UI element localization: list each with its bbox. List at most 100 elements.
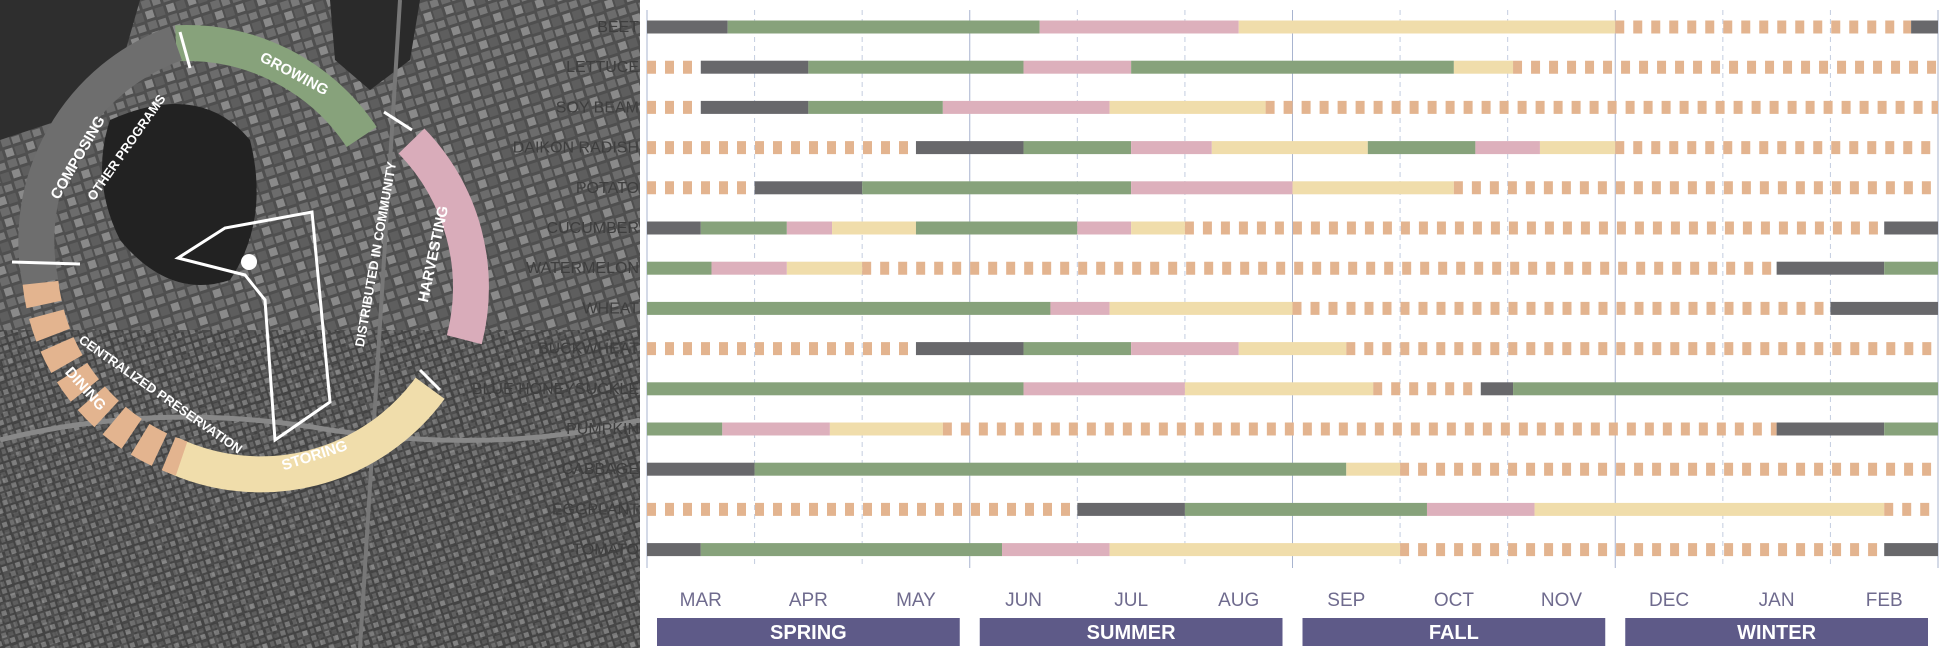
segment-growing [647,382,1024,396]
segment-prep [647,20,728,34]
segment-storing [1453,60,1514,74]
segment-growing [1184,502,1427,516]
segment-prep [1776,422,1885,436]
month-label: MAY [896,590,936,611]
segment-harvest [1023,60,1132,74]
crop-label: TOMATO [572,542,639,559]
segment-storing [1539,141,1616,155]
season-label: WINTER [1737,622,1816,644]
month-label: JUL [1114,590,1148,611]
crop-label: BEET [597,19,639,36]
segment-harvest [1475,141,1540,155]
month-label: DEC [1649,590,1689,611]
segment-growing [1884,261,1938,275]
segment-storing [1109,301,1293,315]
crop-label: POTATO [576,180,639,197]
crop-label: EGGPLANT [552,501,639,518]
segment-harvest [722,422,830,436]
segment-growing [808,100,943,114]
segment-prep [1911,20,1938,34]
segment-growing [647,301,1051,315]
segment-growing [1884,422,1938,436]
month-label: APR [789,590,828,611]
crop-label: WATERMELON [526,260,639,277]
segment-prep [647,543,701,557]
segment-storing [1109,100,1266,114]
segment-storing [829,422,943,436]
season-bar [979,618,1283,646]
segment-growing [700,221,787,235]
month-label: FEB [1866,590,1903,611]
segment-prep [754,181,863,195]
crop-label: BLUE HONEYSUCKLE [472,381,639,398]
segment-storing [1211,141,1368,155]
month-label: NOV [1541,590,1583,611]
segment-harvest [1039,20,1239,34]
segment-harvest [1426,502,1535,516]
season-bar [1302,618,1606,646]
segment-growing [1513,382,1938,396]
segment-prep [1884,221,1938,235]
crop-label: PUMPKIN [566,421,639,438]
segment-harvest [1077,221,1132,235]
segment-storing [1346,462,1401,476]
segment-prep [700,100,809,114]
segment-prep [1480,382,1514,396]
segment-growing [1023,342,1132,356]
month-label: JAN [1759,590,1795,611]
segment-prep [1077,502,1185,516]
segment-growing [727,20,1040,34]
segment-harvest [711,261,787,275]
segment-harvest [1050,301,1110,315]
segment-prep [647,221,701,235]
season-bar [1625,618,1928,646]
month-label: OCT [1434,590,1475,611]
segment-prep [915,342,1024,356]
segment-harvest [1023,382,1185,396]
segment-harvest [1131,181,1293,195]
segment-prep [1884,543,1938,557]
segment-prep [647,462,755,476]
season-label: SUMMER [1087,622,1176,644]
segment-growing [647,261,712,275]
segment-growing [754,462,1347,476]
crop-label: LETTUCE [566,59,639,76]
crop-label: CUCUMBER [547,220,639,237]
season-bar [657,618,960,646]
segment-prep [700,60,809,74]
crop-label: CABBAGE [562,461,639,478]
segment-prep [1776,261,1885,275]
season-label: FALL [1429,622,1479,644]
month-label: AUG [1218,590,1259,611]
segment-storing [1131,221,1185,235]
crop-label: SOY BEAM [556,99,639,116]
segment-storing [832,221,916,235]
segment-storing [1109,543,1401,557]
crop-label: BUCKWHEAT [538,341,639,358]
season-label: SPRING [770,622,847,644]
segment-growing [647,422,723,436]
segment-storing [1238,342,1347,356]
site-marker [241,254,257,270]
month-label: MAR [680,590,722,611]
crop-label: WHEAT [582,300,639,317]
segment-storing [1534,502,1885,516]
month-label: JUN [1005,590,1042,611]
segment-prep [1830,301,1938,315]
segment-growing [1023,141,1132,155]
segment-harvest [786,221,833,235]
segment-storing [1238,20,1616,34]
segment-growing [808,60,1024,74]
segment-growing [915,221,1078,235]
segment-growing [862,181,1132,195]
segment-harvest [1131,141,1212,155]
segment-harvest [942,100,1110,114]
segment-storing [786,261,863,275]
lifecycle-ring [11,25,489,493]
segment-growing [700,543,1003,557]
segment-prep [915,141,1024,155]
segment-harvest [1002,543,1110,557]
site-boundary [174,210,332,443]
segment-storing [1292,181,1454,195]
